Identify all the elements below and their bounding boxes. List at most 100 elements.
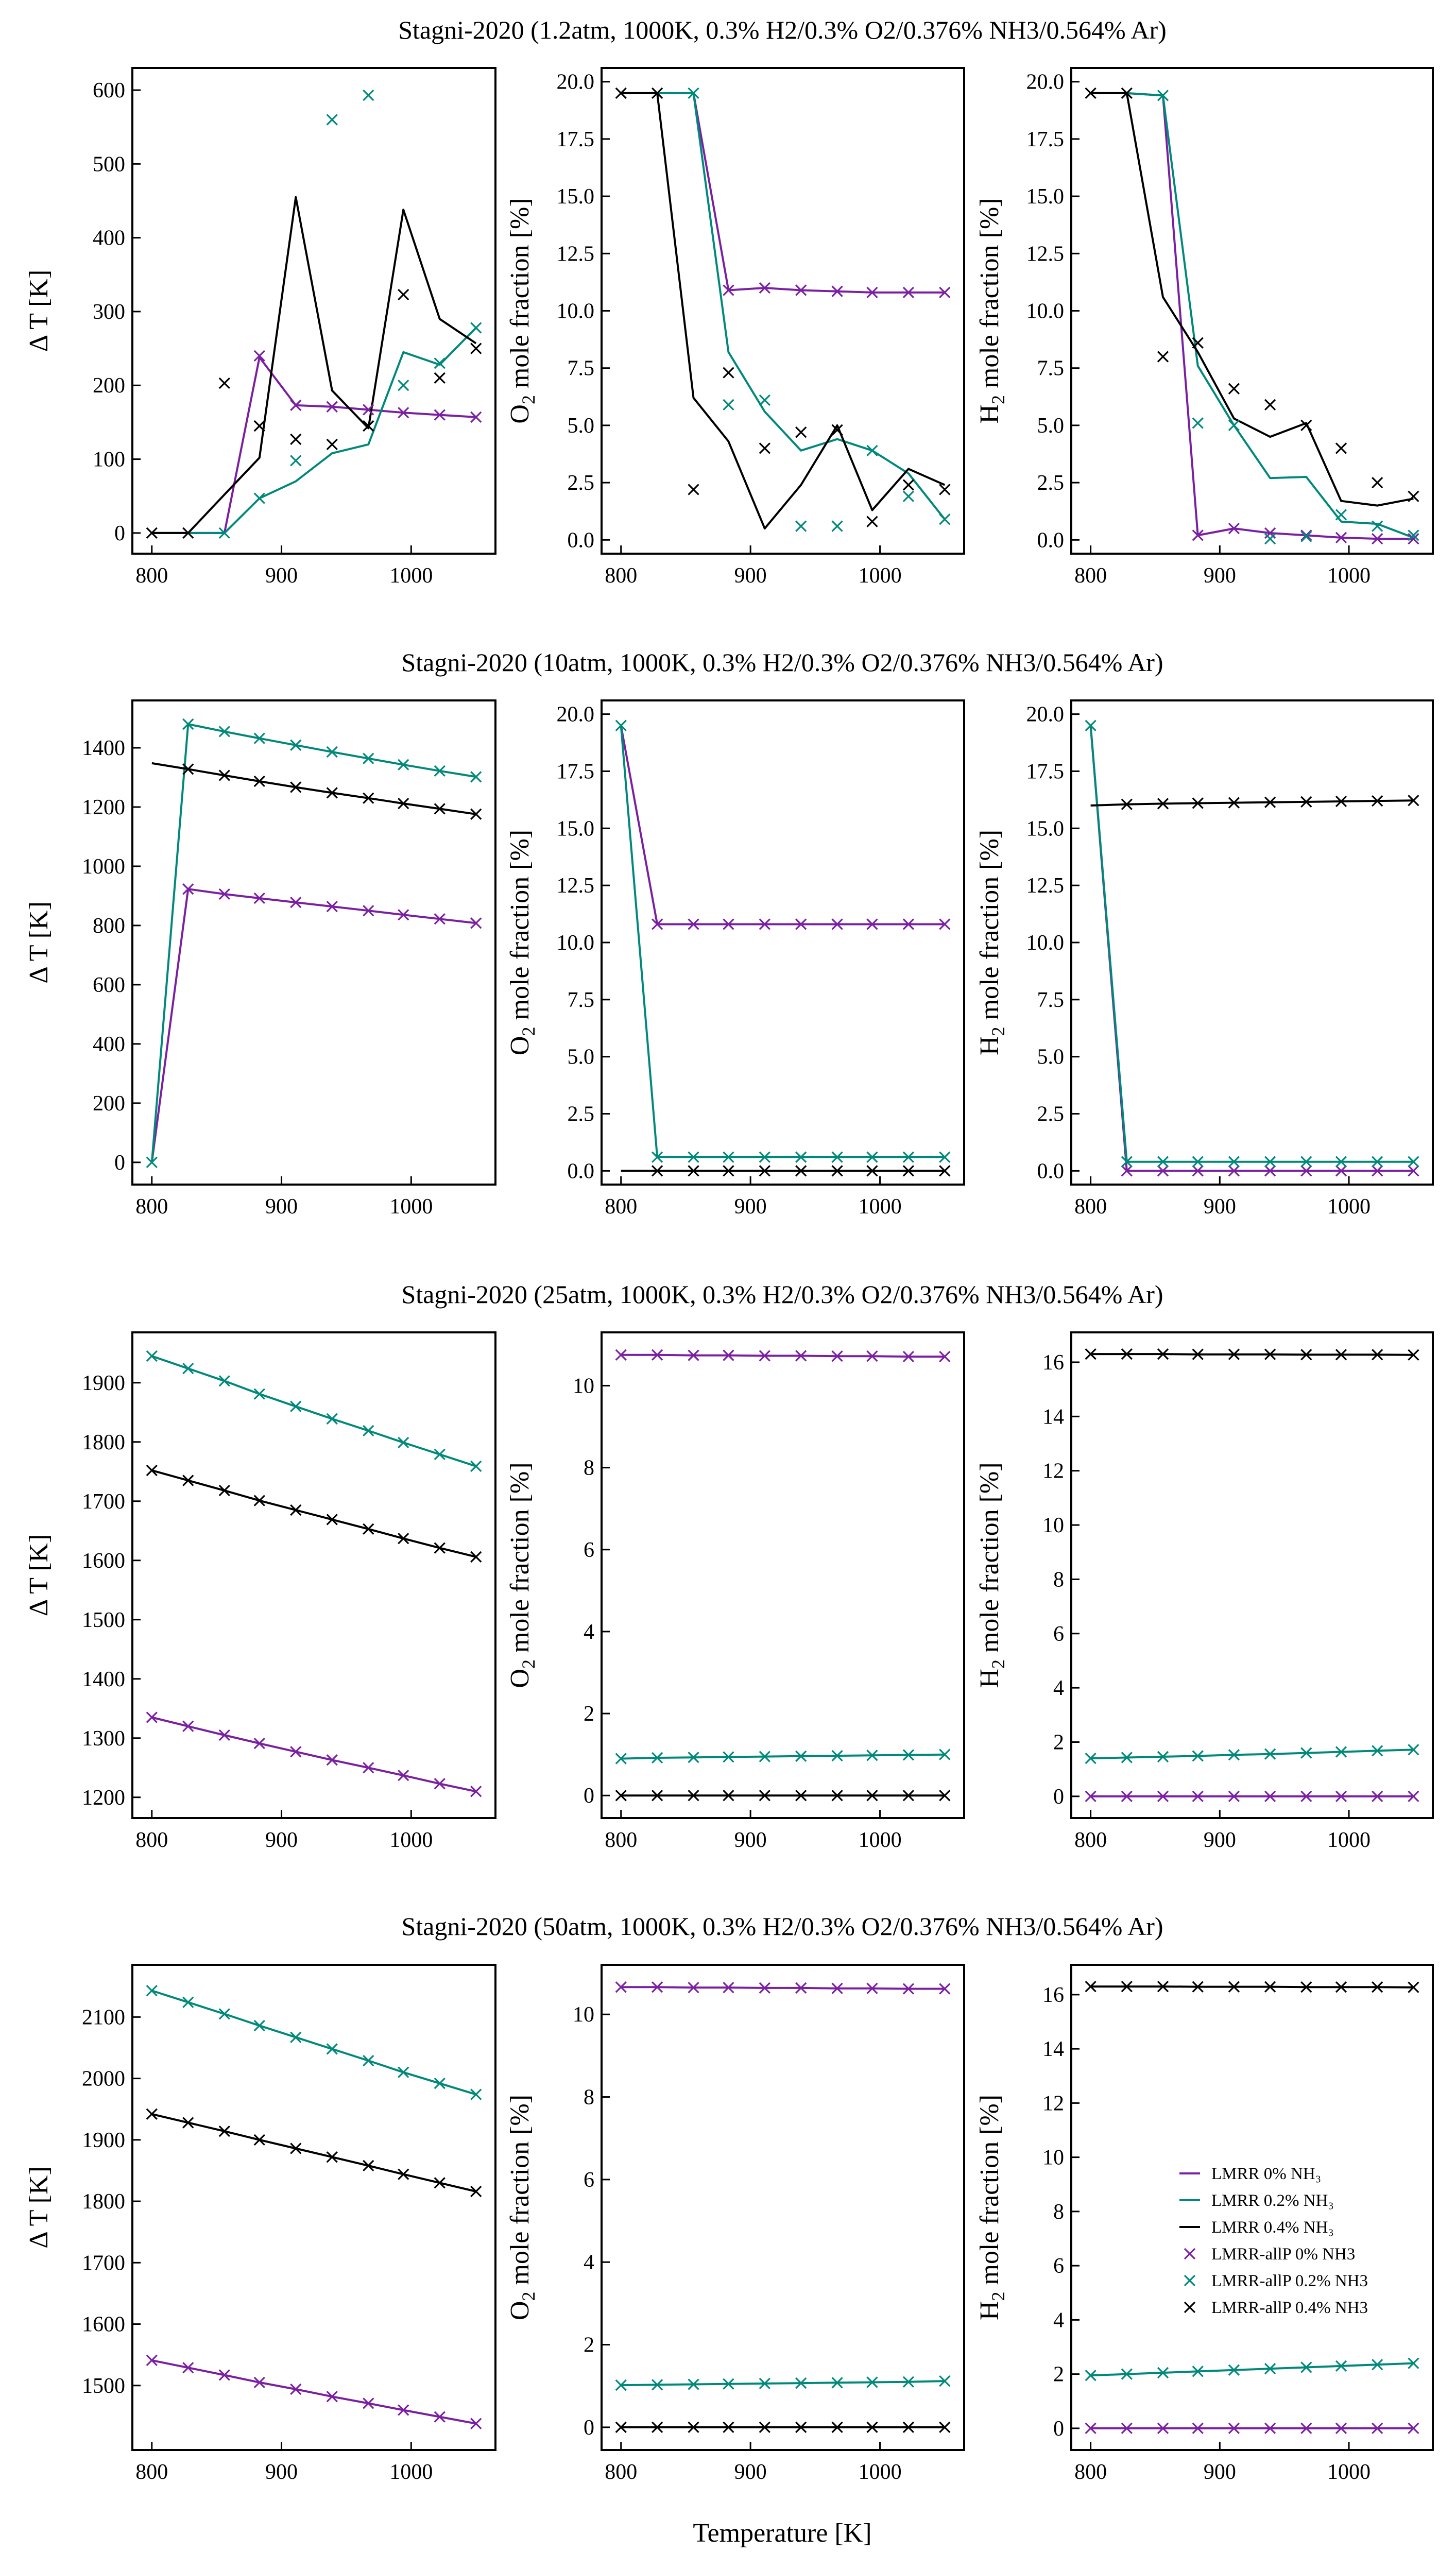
series-line-lmrr-02 (151, 327, 477, 534)
data-point-allp-02 (146, 1156, 158, 1169)
data-point-allp-04 (866, 2421, 878, 2434)
data-point-allp-0 (1372, 2422, 1383, 2435)
data-point-allp-04 (218, 2126, 230, 2137)
x-tick-label: 800 (135, 1195, 168, 1219)
y-tick-label: 2100 (82, 2006, 125, 2029)
data-point-allp-02 (615, 2379, 627, 2391)
data-point-allp-04 (651, 1790, 663, 1802)
data-point-allp-02 (723, 1751, 734, 1763)
x-tick-label: 900 (734, 564, 767, 588)
data-point-allp-04 (1408, 795, 1419, 807)
y-axis-label-main: H (975, 1669, 1004, 1688)
data-point-allp-02 (866, 1750, 878, 1761)
data-point-allp-04 (688, 484, 699, 495)
y-tick-label: 500 (93, 152, 125, 176)
y-tick-label: 10 (1042, 1514, 1064, 1537)
series-line-lmrr-04 (151, 2113, 476, 2192)
x-tick-label: 900 (265, 2460, 298, 2484)
x-tick-label: 1000 (859, 1828, 902, 1852)
data-point-allp-04 (831, 424, 843, 436)
x-tick-label: 1000 (1327, 564, 1371, 588)
y-tick-label: 2.5 (568, 1103, 595, 1126)
y-tick-label: 4 (1053, 2308, 1064, 2332)
data-point-allp-0 (759, 1350, 770, 1362)
data-point-allp-02 (1300, 2361, 1312, 2373)
data-point-allp-0 (253, 892, 265, 904)
y-tick-label: 16 (1042, 1983, 1064, 2007)
data-point-allp-04 (182, 2117, 194, 2129)
data-point-allp-04 (1192, 337, 1204, 349)
data-point-allp-04 (470, 1551, 482, 1563)
data-point-allp-02 (1192, 417, 1204, 429)
data-point-allp-04 (290, 433, 302, 445)
y-tick-label: 0 (584, 1784, 594, 1808)
data-point-allp-0 (688, 1349, 699, 1361)
data-point-allp-02 (1157, 1156, 1169, 1168)
data-point-allp-0 (182, 1720, 194, 1732)
plot-area (146, 718, 482, 1169)
data-point-allp-04 (1408, 1981, 1419, 1993)
y-tick-label: 2 (1053, 2363, 1064, 2387)
data-point-allp-0 (866, 286, 878, 299)
data-point-allp-0 (398, 2404, 409, 2416)
data-point-allp-0 (1335, 1165, 1347, 1177)
y-tick-label: 1400 (82, 736, 125, 760)
y-tick-label: 4 (584, 1620, 594, 1644)
y-tick-label: 12.5 (557, 874, 595, 898)
data-point-allp-04 (902, 2421, 915, 2434)
data-point-allp-02 (326, 2043, 338, 2055)
data-point-allp-02 (470, 1460, 482, 1472)
data-point-allp-0 (218, 1729, 230, 1741)
chart-grid: Stagni-2020 (1.2atm, 1000K, 0.3% H2/0.3%… (24, 15, 1434, 2484)
y-axis-label: H2 mole fraction [%] (975, 2095, 1008, 2320)
y-tick-label: 17.5 (557, 128, 595, 151)
data-point-allp-0 (1300, 1165, 1312, 1177)
data-point-allp-0 (651, 1981, 663, 1993)
series-line-lmrr-04 (1090, 1353, 1414, 1356)
legend-label: LMRR-allP 0.2% NH3 (1211, 2272, 1368, 2290)
y-tick-label: 2 (584, 1702, 594, 1726)
y-tick-label: 1200 (82, 796, 125, 819)
x-axis-label: Temperature [K] (693, 2518, 871, 2548)
data-point-allp-04 (723, 367, 734, 379)
y-tick-label: 1500 (82, 1608, 125, 1632)
data-point-allp-02 (363, 2054, 374, 2067)
y-tick-label: 1000 (82, 855, 125, 879)
data-point-allp-04 (470, 342, 482, 354)
data-point-allp-04 (1372, 1981, 1383, 1993)
data-point-allp-0 (1408, 1165, 1419, 1177)
y-tick-label: 15.0 (557, 185, 595, 209)
data-point-allp-02 (615, 1753, 627, 1764)
axes-frame (1070, 1964, 1434, 2451)
data-point-allp-0 (182, 2362, 194, 2374)
data-point-allp-04 (1192, 1348, 1204, 1360)
y-tick-label: 1900 (82, 2129, 125, 2152)
data-point-allp-02 (1157, 90, 1169, 101)
data-point-allp-0 (615, 1981, 627, 1993)
y-tick-label: 10 (573, 1374, 594, 1398)
data-point-allp-04 (759, 2421, 770, 2434)
series-line-lmrr-02 (150, 723, 476, 1163)
y-tick-label: 17.5 (1026, 760, 1065, 783)
data-point-allp-04 (615, 87, 627, 99)
data-point-allp-04 (434, 2177, 446, 2189)
data-point-allp-02 (1300, 530, 1312, 542)
legend-item: LMRR 0.4% NH₃ (1179, 2218, 1334, 2237)
data-point-allp-02 (1085, 719, 1097, 731)
x-tick-label: 800 (1074, 2460, 1107, 2484)
data-point-allp-04 (939, 1165, 951, 1177)
y-tick-label: 400 (93, 1033, 125, 1056)
data-point-allp-0 (1264, 1790, 1276, 1802)
data-point-allp-0 (434, 1778, 446, 1790)
data-point-allp-02 (795, 1750, 807, 1762)
data-point-allp-04 (723, 1790, 734, 1802)
series-line-lmrr-02 (621, 2380, 945, 2387)
chart-panel: 800 900 1000 0 200 400 600 800 1000 1200 1400 Δ T [… (24, 699, 496, 1219)
data-point-allp-02 (902, 1151, 915, 1163)
series-line-lmrr-02 (620, 725, 945, 1158)
x-tick-label: 1000 (1327, 2460, 1371, 2484)
data-point-allp-02 (1192, 1156, 1204, 1168)
y-tick-label: 0 (1053, 2417, 1064, 2441)
y-tick-label: 5.0 (568, 1046, 595, 1069)
